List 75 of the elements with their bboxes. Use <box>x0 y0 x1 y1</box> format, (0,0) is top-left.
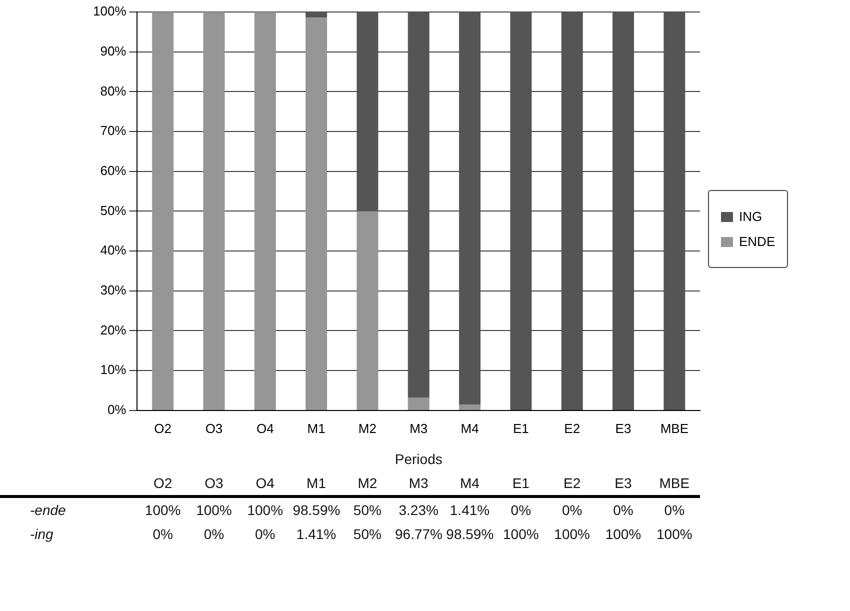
x-tick-label: O3 <box>205 420 223 436</box>
x-tick-label: M1 <box>307 420 326 436</box>
data-label: 50% <box>352 525 382 544</box>
x-tick-label: M2 <box>358 420 376 436</box>
data-label: 98.59% <box>292 501 342 520</box>
y-tick-label: 70% <box>100 123 127 138</box>
x-tick-label: O4 <box>256 420 274 436</box>
y-tick-label: 30% <box>100 282 127 298</box>
category-label: O2 <box>153 475 172 491</box>
bar <box>254 12 276 410</box>
bar <box>664 12 686 410</box>
bar <box>203 12 225 410</box>
data-label: 0% <box>254 525 276 544</box>
y-tick-label: 50% <box>100 202 127 218</box>
bar <box>306 12 328 18</box>
data-label: 1.41% <box>448 501 491 520</box>
y-tick-label: 90% <box>100 43 127 58</box>
category-label: O3 <box>204 475 224 491</box>
y-tick-label: 0% <box>107 402 127 417</box>
category-label: E2 <box>564 475 581 491</box>
y-tick-label: 10% <box>100 362 127 378</box>
data-label: 100% <box>656 525 694 544</box>
data-label: 100% <box>195 501 233 520</box>
data-label: 100% <box>502 525 540 544</box>
y-tick-label: 80% <box>100 83 127 98</box>
data-label: 0% <box>663 501 686 520</box>
bar <box>408 12 430 398</box>
bar <box>459 404 481 410</box>
bar <box>459 12 481 405</box>
y-tick-label: 100% <box>93 4 127 19</box>
x-tick-label: E3 <box>615 420 632 436</box>
data-label: 3.23% <box>398 501 440 520</box>
data-label: 100% <box>246 501 284 520</box>
data-label: 100% <box>553 525 591 544</box>
data-label: 100% <box>144 501 182 520</box>
x-tick-label: O2 <box>154 420 172 436</box>
bar <box>356 12 378 212</box>
y-tick-label: 60% <box>100 162 127 178</box>
category-label: M3 <box>408 475 428 491</box>
data-label: 1.41% <box>295 525 338 544</box>
category-label: E3 <box>614 475 632 491</box>
y-tick-label: 20% <box>100 322 127 338</box>
text: -ende <box>29 501 67 520</box>
bar <box>306 18 328 410</box>
category-label: MBE <box>659 475 690 491</box>
x-tick-label: MBE <box>660 420 689 436</box>
bar <box>612 12 634 410</box>
y-tick-label: 40% <box>100 242 127 258</box>
bar <box>356 211 378 410</box>
x-tick-label: E2 <box>564 420 580 436</box>
legend-label: ING <box>739 209 762 224</box>
data-label: 0% <box>152 525 174 544</box>
category-label: M2 <box>358 475 378 491</box>
bar <box>408 398 430 410</box>
x-tick-label: M4 <box>460 420 479 436</box>
data-label: 0% <box>510 501 532 520</box>
x-tick-label: M3 <box>410 420 428 436</box>
data-label: 0% <box>202 525 226 544</box>
x-axis-title: Periods <box>394 450 444 469</box>
bar <box>561 12 583 410</box>
bar <box>152 12 174 410</box>
data-label: 50% <box>352 501 382 520</box>
data-label: 96.77% <box>394 525 444 544</box>
data-label: 100% <box>604 525 642 544</box>
category-label: M4 <box>460 475 480 491</box>
category-label: O4 <box>256 475 274 491</box>
data-label: 0% <box>612 501 634 520</box>
data-label: 0% <box>560 501 584 520</box>
legend-label: ENDE <box>739 234 776 249</box>
text: -ing <box>29 525 54 544</box>
category-label: M1 <box>306 475 326 491</box>
x-tick-label: E1 <box>512 420 529 436</box>
bar <box>510 12 532 410</box>
category-label: E1 <box>512 475 530 491</box>
data-label: 98.59% <box>445 525 495 544</box>
